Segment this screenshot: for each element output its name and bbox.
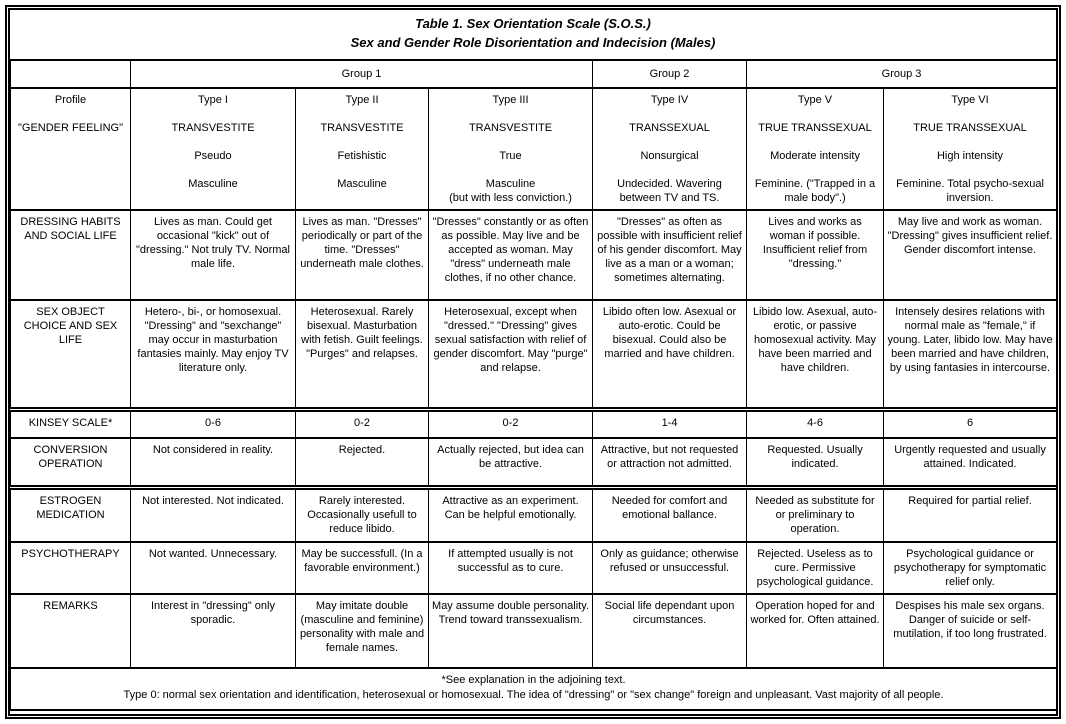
table-cell: Libido low. Asexual, auto-erotic, or pas… <box>746 298 885 411</box>
row-label-estrogen-medication: ESTROGEN MEDICATION <box>10 485 131 543</box>
table-cell: 6 <box>883 407 1056 439</box>
profile-cell-type3: Type III TRANSVESTITE True Masculine (bu… <box>427 86 594 211</box>
group-header-3: Group 3 <box>746 58 1056 89</box>
table-cell: Only as guidance; otherwise refused or u… <box>592 540 748 595</box>
row-label-conversion-operation: CONVERSION OPERATION <box>10 436 131 489</box>
table-cell: Attractive, but not requested or attract… <box>592 436 748 489</box>
table-cell: Needed for comfort and emotional ballanc… <box>592 485 748 543</box>
table-cell: Urgently requested and usually attained.… <box>883 436 1056 489</box>
table-cell: If attempted usually is not successful a… <box>427 540 594 595</box>
table-cell: Required for partial relief. <box>883 485 1056 543</box>
group-header-1: Group 1 <box>129 58 594 89</box>
table-cell: Hetero-, bi-, or homosexual. "Dressing" … <box>130 298 296 411</box>
table-cell: May be successfull. (In a favorable envi… <box>295 540 429 595</box>
table-cell: Despises his male sex organs. Danger of … <box>883 592 1056 669</box>
profile-row: Profile "GENDER FEELING" Type I TRANSVES… <box>10 86 1056 211</box>
table-row-psychotherapy: PSYCHOTHERAPY Not wanted. Unnecessary. M… <box>10 540 1056 595</box>
sex-orientation-scale-table: Group 1 Group 2 Group 3 Profile "GENDER … <box>10 58 1056 711</box>
table-cell: Not interested. Not indicated. <box>130 485 296 543</box>
profile-cell-type6: Type VI TRUE TRANSSEXUAL High intensity … <box>883 86 1056 211</box>
footnote-line-1: *See explanation in the adjoining text. <box>441 673 626 686</box>
footnote-cell: *See explanation in the adjoining text. … <box>10 666 1056 711</box>
table-cell: Actually rejected, but idea can be attra… <box>427 436 594 489</box>
corner-cell <box>10 58 131 89</box>
footnote-row: *See explanation in the adjoining text. … <box>10 666 1056 711</box>
profile-cell-type4: Type IV TRANSSEXUAL Nonsurgical Undecide… <box>592 86 748 211</box>
table-cell: "Dresses" as often as possible with insu… <box>592 208 748 301</box>
group-header-2: Group 2 <box>592 58 748 89</box>
table-cell: 1-4 <box>592 407 748 439</box>
table-cell: May imitate double (masculine and femini… <box>295 592 429 669</box>
row-label-dressing-habits: DRESSING HABITS AND SOCIAL LIFE <box>10 208 131 301</box>
row-label-psychotherapy: PSYCHOTHERAPY <box>10 540 131 595</box>
table-cell: "Dresses" constantly or as often as poss… <box>427 208 594 301</box>
table-cell: Rejected. Useless as to cure. Permissive… <box>746 540 885 595</box>
table-cell: Not wanted. Unnecessary. <box>130 540 296 595</box>
profile-cell-type5: Type V TRUE TRANSSEXUAL Moderate intensi… <box>746 86 885 211</box>
table-cell: May assume double personality. Trend tow… <box>427 592 594 669</box>
profile-cell-type1: Type I TRANSVESTITE Pseudo Masculine <box>130 86 296 211</box>
table-cell: May live and work as woman. "Dressing" g… <box>883 208 1056 301</box>
table-title: Table 1. Sex Orientation Scale (S.O.S.) <box>415 16 651 31</box>
table-cell: 0-6 <box>130 407 296 439</box>
table-cell: Heterosexual. Rarely bisexual. Masturbat… <box>295 298 429 411</box>
table-row-sex-object: SEX OBJECT CHOICE AND SEX LIFE Hetero-, … <box>10 298 1056 411</box>
table-cell: Not considered in reality. <box>130 436 296 489</box>
table-cell: 0-2 <box>295 407 429 439</box>
row-label-remarks: REMARKS <box>10 592 131 669</box>
table-cell: 0-2 <box>427 407 594 439</box>
table-cell: Social life dependant upon circumstances… <box>592 592 748 669</box>
table-cell: Lives as man. "Dresses" periodically or … <box>295 208 429 301</box>
row-label-profile: Profile "GENDER FEELING" <box>10 86 131 211</box>
table-cell: Attractive as an experiment. Can be help… <box>427 485 594 543</box>
table-cell: Interest in "dressing" only sporadic. <box>130 592 296 669</box>
table-cell: Lives as man. Could get occasional "kick… <box>130 208 296 301</box>
table-row-kinsey-scale: KINSEY SCALE* 0-6 0-2 0-2 1-4 4-6 6 <box>10 407 1056 439</box>
table-cell: Rejected. <box>295 436 429 489</box>
table-cell: Heterosexual, except when "dressed." "Dr… <box>427 298 594 411</box>
table-cell: Libido often low. Asexual or auto-erotic… <box>592 298 748 411</box>
table-frame: Table 1. Sex Orientation Scale (S.O.S.) … <box>5 5 1061 719</box>
group-header-row: Group 1 Group 2 Group 3 <box>10 58 1056 89</box>
footnote-line-2: Type 0: normal sex orientation and ident… <box>123 688 944 701</box>
table-cell: Operation hoped for and worked for. Ofte… <box>746 592 885 669</box>
table-row-estrogen-medication: ESTROGEN MEDICATION Not interested. Not … <box>10 485 1056 543</box>
table-cell: Lives and works as woman if possible. In… <box>746 208 885 301</box>
row-label-kinsey-scale: KINSEY SCALE* <box>10 407 131 439</box>
table-cell: Requested. Usually indicated. <box>746 436 885 489</box>
table-cell: Psychological guidance or psychotherapy … <box>883 540 1056 595</box>
table-row-conversion-operation: CONVERSION OPERATION Not considered in r… <box>10 436 1056 489</box>
table-row-remarks: REMARKS Interest in "dressing" only spor… <box>10 592 1056 669</box>
profile-cell-type2: Type II TRANSVESTITE Fetishistic Masculi… <box>295 86 429 211</box>
table-cell: Intensely desires relations with normal … <box>883 298 1056 411</box>
table-cell: 4-6 <box>746 407 885 439</box>
table-cell: Rarely interested. Occasionally usefull … <box>295 485 429 543</box>
table-row-dressing-habits: DRESSING HABITS AND SOCIAL LIFE Lives as… <box>10 208 1056 301</box>
table-cell: Needed as substitute for or preliminary … <box>746 485 885 543</box>
table-title-block: Table 1. Sex Orientation Scale (S.O.S.) … <box>10 10 1056 59</box>
table-subtitle: Sex and Gender Role Disorientation and I… <box>350 34 716 50</box>
row-label-sex-object: SEX OBJECT CHOICE AND SEX LIFE <box>10 298 131 411</box>
